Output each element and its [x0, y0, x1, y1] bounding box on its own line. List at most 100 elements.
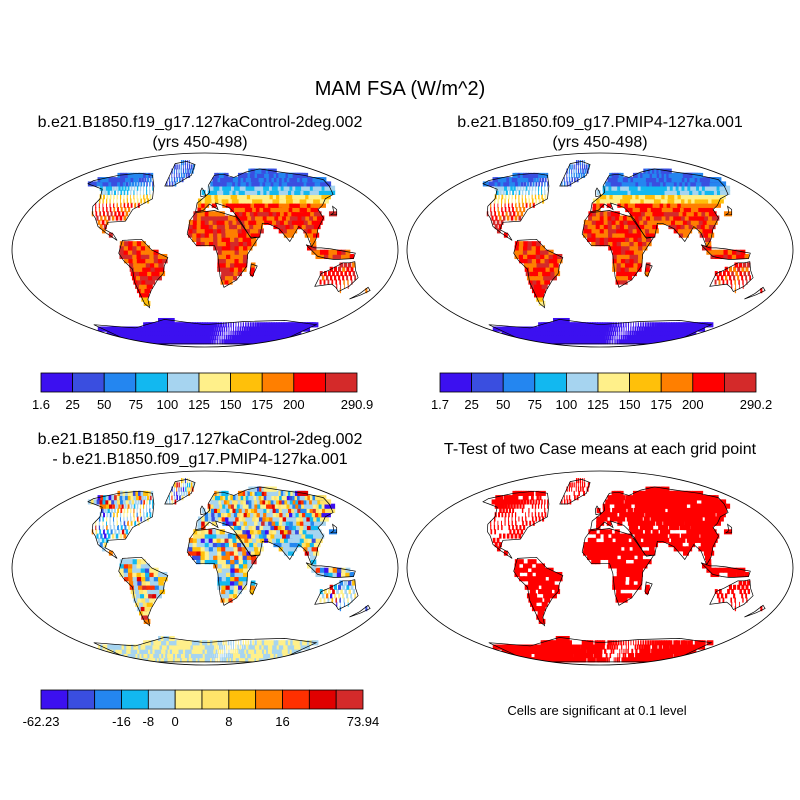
grid-cell: [611, 542, 617, 548]
grid-cell: [623, 330, 625, 336]
grid-cell: [631, 335, 635, 341]
grid-cell: [619, 653, 621, 659]
grid-cell: [221, 271, 226, 277]
grid-cell: [580, 168, 582, 174]
grid-cell: [283, 640, 288, 646]
grid-cell: [107, 215, 111, 221]
grid-cell: [178, 486, 180, 492]
grid-cell: [116, 177, 121, 183]
grid-cell: [629, 567, 635, 573]
grid-cell: [238, 189, 245, 196]
grid-cell: [250, 202, 257, 208]
grid-cell: [537, 266, 543, 272]
grid-cell: [119, 567, 125, 573]
grid-cell: [528, 584, 535, 590]
grid-cell: [573, 168, 575, 174]
grid-cell: [585, 644, 590, 650]
grid-cell: [606, 194, 611, 200]
grid-cell: [127, 172, 132, 178]
grid-cell: [585, 164, 588, 170]
grid-cell: [244, 189, 251, 196]
grid-cell: [204, 219, 210, 225]
grid-cell: [127, 185, 130, 191]
grid-cell: [298, 529, 307, 535]
grid-cell: [740, 571, 745, 578]
grid-cell: [531, 245, 537, 251]
grid-cell: [615, 224, 622, 230]
grid-cell: [145, 253, 151, 260]
grid-cell: [254, 326, 258, 332]
grid-cell: [202, 335, 206, 341]
grid-cell: [244, 207, 251, 213]
grid-cell: [604, 322, 608, 328]
grid-cell: [678, 644, 684, 650]
grid-cell: [268, 219, 275, 225]
grid-cell: [208, 657, 211, 663]
grid-cell: [508, 202, 510, 208]
grid-cell: [99, 224, 103, 230]
grid-cell: [720, 593, 724, 599]
grid-cell: [237, 194, 243, 200]
grid-cell: [207, 640, 211, 646]
grid-cell: [233, 194, 240, 200]
grid-cell: [528, 189, 530, 196]
grid-cell: [617, 520, 623, 526]
grid-cell: [541, 189, 543, 196]
grid-cell: [677, 228, 684, 234]
grid-cell: [214, 495, 220, 501]
grid-cell: [128, 207, 131, 213]
grid-cell: [198, 653, 202, 659]
grid-cell: [616, 245, 622, 251]
grid-cell: [220, 177, 225, 183]
grid-cell: [138, 584, 144, 590]
grid-cell: [198, 335, 202, 341]
grid-cell: [616, 657, 619, 663]
grid-cell: [731, 601, 733, 607]
grid-cell: [251, 533, 257, 539]
grid-cell: [553, 258, 559, 264]
grid-cell: [242, 211, 249, 217]
grid-cell: [608, 559, 614, 565]
grid-cell: [217, 236, 223, 242]
grid-cell: [243, 326, 246, 332]
grid-cell: [228, 597, 233, 603]
grid-cell: [566, 177, 568, 183]
grid-cell: [245, 228, 252, 234]
grid-cell: [634, 202, 641, 208]
grid-cell: [140, 172, 144, 178]
grid-cell: [224, 512, 230, 518]
grid-cell: [248, 525, 255, 531]
grid-cell: [197, 640, 201, 646]
grid-cell: [612, 228, 618, 234]
grid-cell: [587, 236, 593, 242]
grid-cell: [180, 482, 182, 488]
grid-cell: [615, 533, 621, 539]
grid-cell: [213, 339, 215, 345]
grid-cell: [117, 189, 120, 196]
grid-cell: [115, 185, 118, 191]
grid-cell: [508, 525, 511, 531]
grid-cell: [225, 546, 231, 552]
grid-cell: [131, 593, 139, 599]
grid-cell: [619, 224, 626, 230]
grid-cell: [136, 198, 139, 204]
grid-cell: [196, 219, 202, 225]
grid-cell: [206, 339, 209, 345]
grid-cell: [723, 567, 729, 573]
grid-cell: [710, 219, 718, 225]
coastline-new-zealand: [744, 286, 766, 300]
grid-cell: [737, 275, 740, 281]
grid-cell: [238, 529, 245, 535]
grid-cell: [140, 516, 143, 522]
grid-cell: [558, 635, 565, 642]
grid-cell: [623, 185, 629, 191]
grid-cell: [125, 529, 129, 535]
grid-cell: [221, 644, 223, 650]
grid-cell: [311, 228, 318, 234]
grid-cell: [133, 177, 137, 183]
grid-cell: [641, 211, 647, 217]
grid-cell: [238, 559, 244, 565]
grid-cell: [238, 554, 244, 560]
grid-cell: [592, 339, 596, 345]
grid-cell: [533, 271, 540, 277]
